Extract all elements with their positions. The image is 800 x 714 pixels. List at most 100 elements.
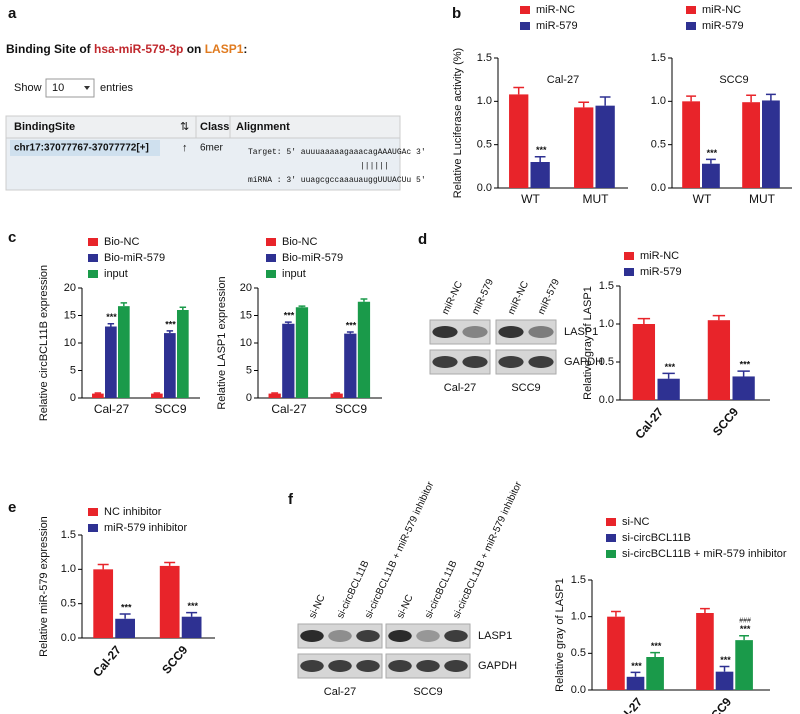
x-tick-label: SCC9 [154,402,186,416]
bar [176,310,189,398]
bar [509,94,529,188]
error-bar [719,665,730,672]
y-axis-label: Relative Luciferase activity (%) [452,48,464,198]
bar [282,323,295,398]
error-bar [700,607,710,613]
legend-swatch [88,254,98,262]
bar [159,565,180,638]
error-bar [107,323,115,327]
bar [707,320,731,400]
error-bar [94,392,102,394]
y-tick-label: 1.5 [571,574,586,586]
legend-label: input [282,268,306,280]
bar [105,326,117,398]
lane-label: miR-NC [440,280,465,317]
legend-label: Bio-NC [104,236,140,248]
legend-swatch [520,6,530,14]
error-bar [513,86,525,95]
sort-icon: ↑ [182,142,188,154]
significance: ### [739,618,751,625]
blot-band [498,356,524,368]
y-tick-label: 15 [64,309,76,321]
legend-label: miR-NC [640,250,679,262]
error-bar [346,331,354,334]
error-bar [650,651,660,657]
lane-label: si-circBCL11B + miR-579 inhibitor [363,480,436,621]
title-part: Binding Site of [6,42,94,56]
blot-band [432,356,458,368]
page-size: 10 [52,82,64,94]
row-label: LASP1 [564,326,598,338]
y-tick-label: 0.5 [651,139,666,151]
bar [607,616,625,690]
panel-label: d [418,231,427,248]
blot-band [444,660,468,672]
lane-label: si-NC [307,593,328,620]
legend-label: Bio-miR-579 [282,252,343,264]
blot-band [300,660,324,672]
legend-swatch [686,22,696,30]
significance: *** [106,312,117,322]
bar [595,105,615,188]
y-tick-label: 0.0 [61,632,76,644]
legend-label: miR-579 [640,266,682,278]
header-cell[interactable]: Class [200,121,229,133]
x-tick-label: Cal-27 [611,695,645,714]
site-cell: chr17:37077767-37077772[+] [14,143,149,154]
legend-label: NC inhibitor [104,506,162,518]
header-cell[interactable]: Alignment [236,121,290,133]
error-bar [298,305,306,308]
y-tick-label: 20 [240,282,252,294]
error-bar [284,321,292,324]
sort-icon: ⇅ [180,121,189,133]
blot-band [328,630,352,642]
class-cell: 6mer [200,143,223,154]
legend-swatch [606,550,616,558]
y-tick-label: 0.0 [651,182,666,194]
panel-label: b [452,5,461,22]
page-size-select[interactable] [45,78,95,98]
entries-label: entries [100,82,134,94]
chart-subtitle: SCC9 [719,74,748,86]
alignment-target: Target: 5' auuuaaaaagaaacagAAAUGAc 3' [248,148,426,157]
error-bar [166,330,174,334]
x-tick-label: MUT [749,192,776,206]
x-tick-label: SCC9 [335,402,367,416]
y-tick-label: 1.0 [651,95,666,107]
error-bar [599,96,611,106]
lane-label: si-circBCL11B + miR-579 inhibitor [451,480,524,621]
header-cell[interactable]: BindingSite [14,121,75,133]
y-tick-label: 5 [70,364,76,376]
bar [735,640,753,690]
bar [732,376,755,400]
error-bar [153,392,161,394]
significance: *** [346,320,357,330]
bar [357,301,371,398]
bar [115,618,136,638]
significance: *** [631,661,642,671]
title-part: on [183,42,204,56]
blot-band [528,326,554,338]
alignment-mirna: miRNA : 3' uuagcgccaaauauggUUUACUu 5' [248,176,426,185]
legend-swatch [88,524,98,532]
bar [646,657,664,690]
error-bar [119,613,131,619]
legend-label: miR-NC [536,4,575,16]
error-bar [737,370,750,377]
significance: *** [284,310,295,320]
y-tick-label: 10 [240,337,252,349]
bar [530,162,550,188]
legend-swatch [606,534,616,542]
legend-swatch [520,22,530,30]
y-tick-label: 15 [240,309,252,321]
bar [762,100,780,188]
error-bar [739,634,749,641]
cell-line-label: SCC9 [511,382,540,394]
error-bar [186,611,198,617]
y-tick-label: 0.0 [571,684,586,696]
error-bar [179,306,187,310]
bar [330,393,343,398]
error-bar [578,101,590,108]
blot-band [388,630,412,642]
highlight [10,140,160,156]
